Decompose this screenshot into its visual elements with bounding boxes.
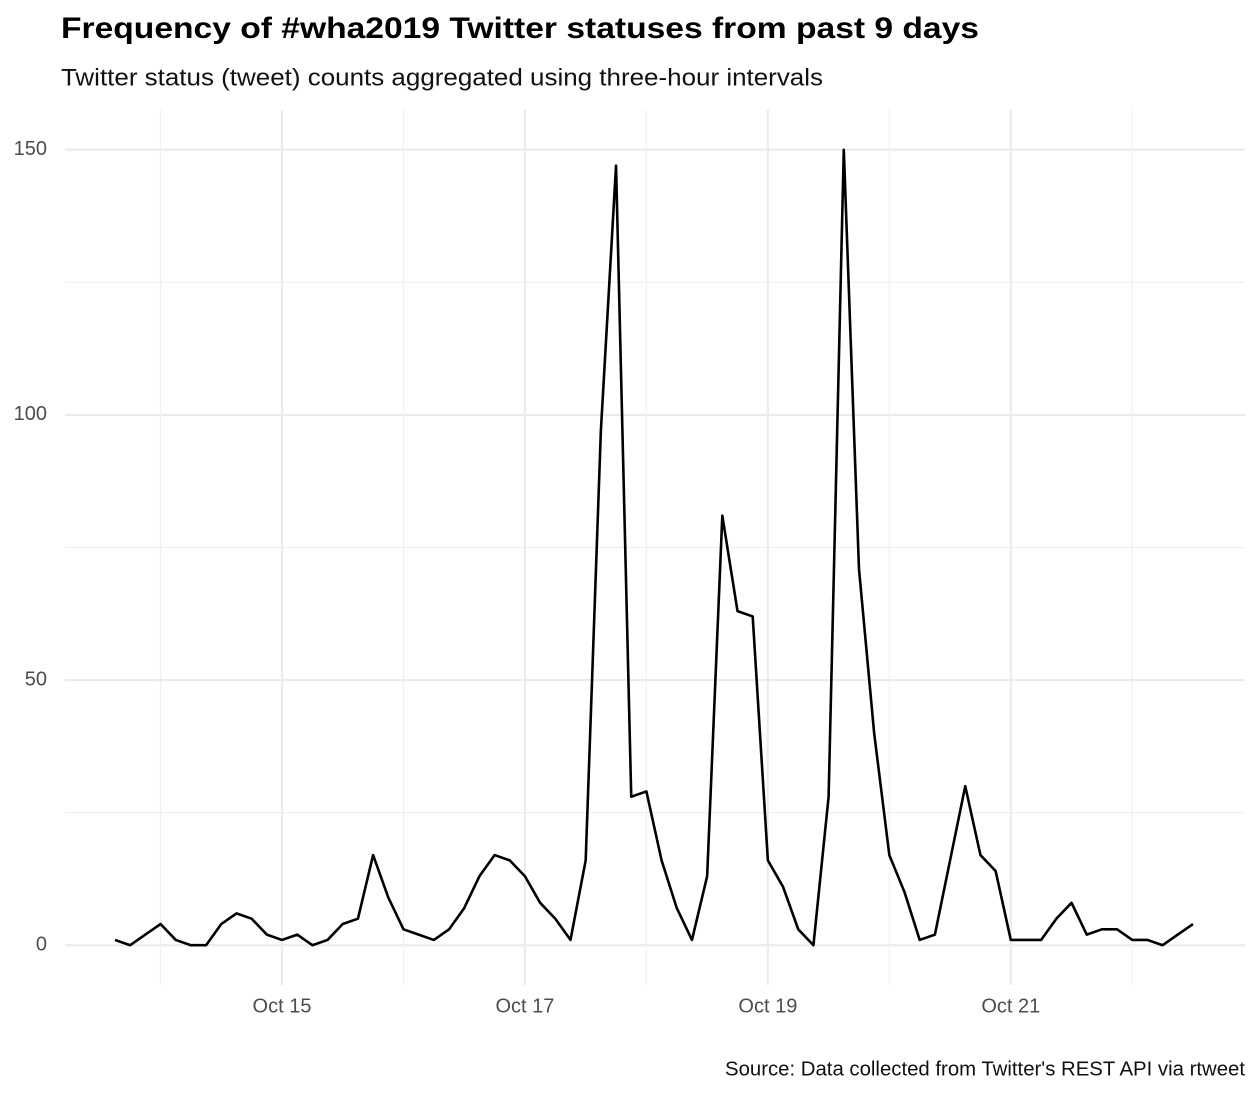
chart-title: Frequency of #wha2019 Twitter statuses f… (61, 12, 979, 45)
y-tick-label: 100 (14, 403, 47, 425)
x-tick-label: Oct 17 (495, 995, 554, 1017)
y-tick-label: 50 (25, 668, 47, 690)
y-tick-label: 150 (14, 138, 47, 160)
line (114, 148, 1194, 947)
x-tick-label: Oct 15 (253, 995, 312, 1017)
x-tick-label: Oct 21 (981, 995, 1040, 1017)
caption: Source: Data collected from Twitter's RE… (725, 1058, 1245, 1080)
plot-area (114, 148, 1194, 947)
y-tick-label: 0 (36, 934, 47, 956)
x-tick-label: Oct 19 (738, 995, 797, 1017)
grid: 0 50 100 150 Oct 15 Oct 17 Oct 19 Oct 21 (14, 110, 1245, 1017)
chart-subtitle: Twitter status (tweet) counts aggregated… (61, 64, 823, 91)
